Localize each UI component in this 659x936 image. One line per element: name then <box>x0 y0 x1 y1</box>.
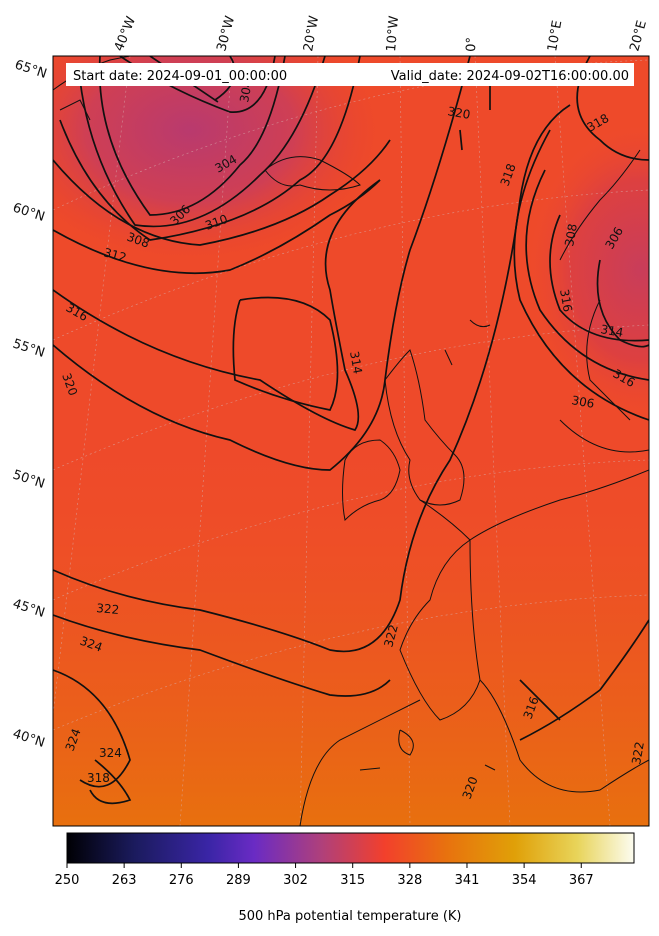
colorbar-tick-label: 289 <box>226 873 251 888</box>
lon-label-40w: 40°W <box>112 14 139 53</box>
contour-label: 314 <box>599 322 624 340</box>
lat-label-45n: 45°N <box>11 597 47 621</box>
date-header: Start date: 2024-09-01_00:00:00 Valid_da… <box>66 63 634 86</box>
lat-label-60n: 60°N <box>11 201 47 225</box>
longitude-labels: 40°W 30°W 20°W 10°W 0° 10°E 20°E <box>112 14 650 53</box>
colorbar-ticks: 250 263 276 289 302 315 328 341 354 367 <box>55 863 594 888</box>
lon-label-30w: 30°W <box>214 14 238 53</box>
contour-label: 312 <box>102 245 128 264</box>
start-date: Start date: 2024-09-01_00:00:00 <box>73 69 287 84</box>
colorbar-tick-label: 263 <box>112 873 137 888</box>
lat-label-50n: 50°N <box>11 468 47 492</box>
lon-label-20w: 20°W <box>301 15 322 53</box>
colorbar-tick-label: 250 <box>55 873 80 888</box>
valid-date: Valid_date: 2024-09-02T16:00:00.00 <box>391 69 629 84</box>
map-frame <box>52 55 650 827</box>
map-panel <box>53 56 649 826</box>
graticule <box>53 56 649 826</box>
colorbar-tick-label: 328 <box>397 873 422 888</box>
colorbar-tick-label: 276 <box>169 873 194 888</box>
coastlines <box>53 56 649 826</box>
contour-label: 320 <box>446 104 471 122</box>
contour-label: 322 <box>381 623 400 649</box>
contour-label: 306 <box>570 393 595 411</box>
colorbar-tick-label: 302 <box>283 873 308 888</box>
lon-label-0: 0° <box>464 37 480 52</box>
contour-label: 318 <box>87 771 110 785</box>
lon-label-10e: 10°E <box>545 19 565 52</box>
warm-south-shading <box>53 420 649 826</box>
contour-label: 324 <box>99 746 122 760</box>
colorbar: 250 263 276 289 302 315 328 341 354 367 500 hPa p… <box>55 832 635 924</box>
cold-pool-northwest <box>53 56 380 260</box>
colorbar-tick-label: 341 <box>455 873 480 888</box>
cold-pool-northeast <box>525 120 649 420</box>
colorbar-tick-label: 354 <box>512 873 537 888</box>
lon-label-10w: 10°W <box>384 15 402 52</box>
date-header-box <box>66 63 634 86</box>
colorbar-label: 500 hPa potential temperature (K) <box>238 909 461 924</box>
contour-label: 322 <box>96 601 120 617</box>
colorbar-tick-label: 315 <box>340 873 365 888</box>
lat-label-40n: 40°N <box>11 727 47 751</box>
contour-label: 322 <box>629 741 647 766</box>
lat-label-65n: 65°N <box>13 58 49 82</box>
contour-label: 314 <box>347 350 365 375</box>
colorbar-tick-label: 367 <box>569 873 594 888</box>
lat-label-55n: 55°N <box>11 337 47 361</box>
lon-label-20e: 20°E <box>627 19 650 53</box>
contour-label: 316 <box>557 288 575 313</box>
contour-label: 308 <box>562 223 580 248</box>
latitude-labels: 65°N 60°N 55°N 50°N 45°N 40°N <box>11 58 49 751</box>
colorbar-gradient <box>66 832 635 864</box>
